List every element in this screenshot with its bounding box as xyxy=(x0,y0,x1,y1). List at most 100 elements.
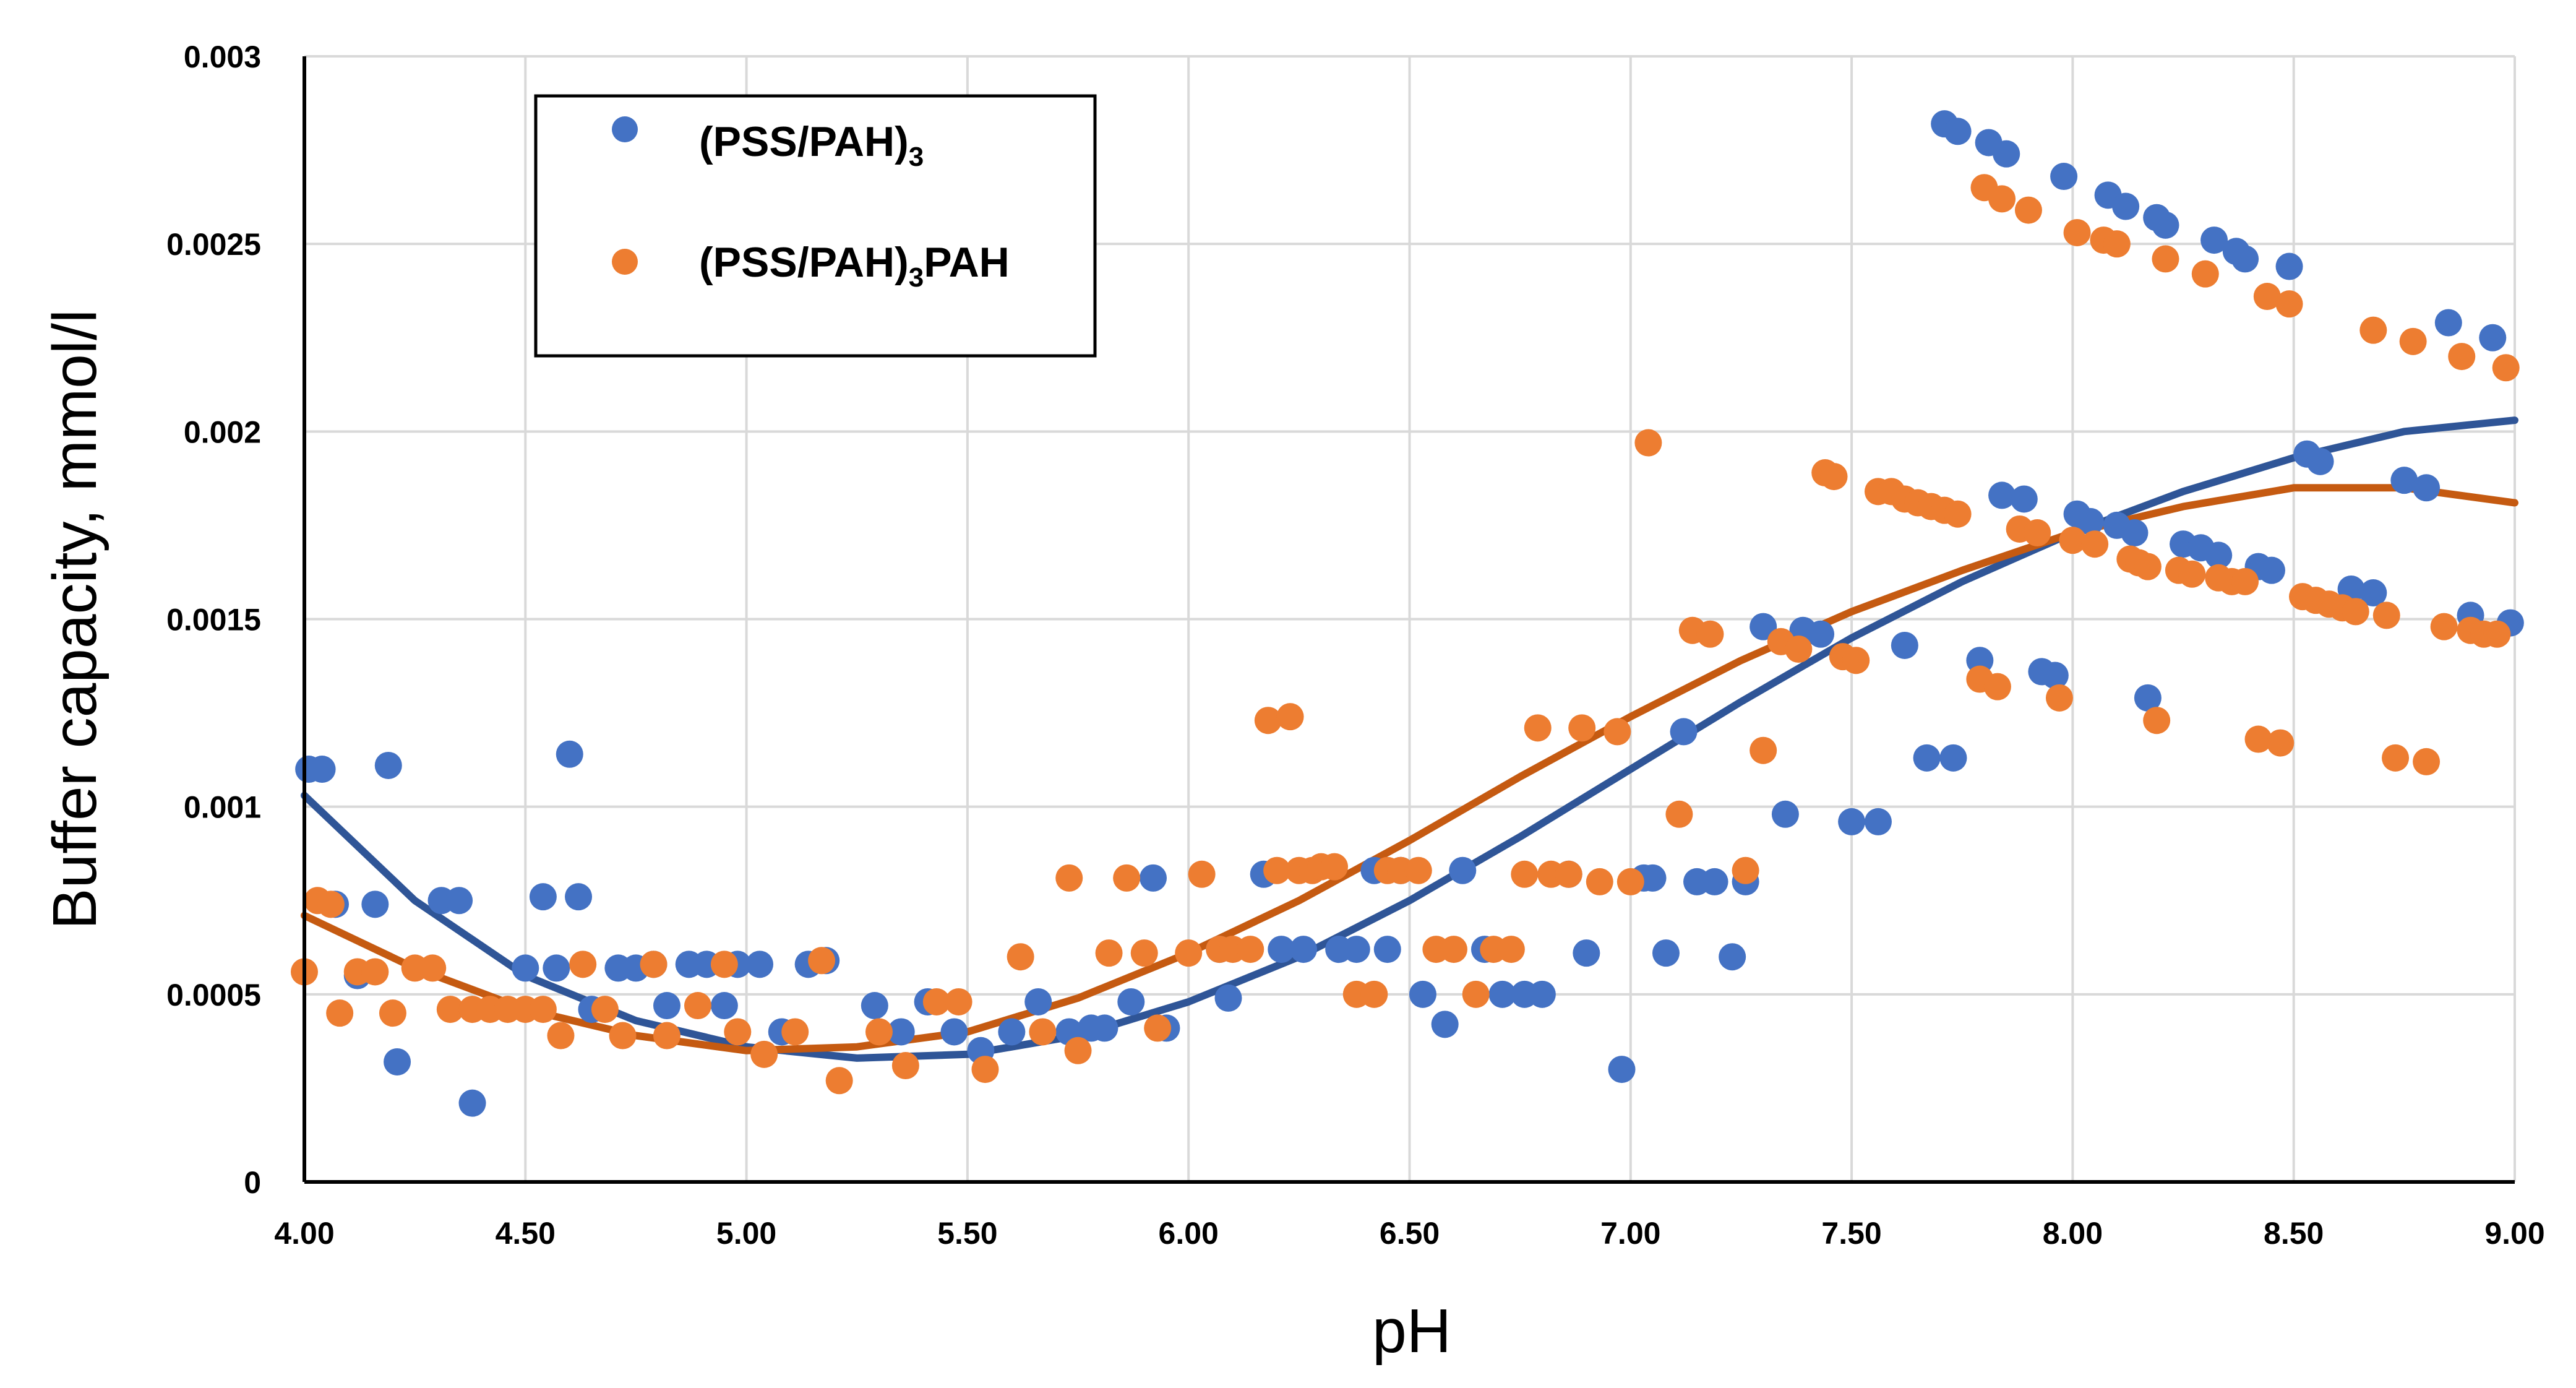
data-point xyxy=(1732,856,1759,884)
data-point xyxy=(2081,530,2109,558)
data-point xyxy=(1771,800,1799,828)
data-point xyxy=(1864,808,1892,835)
data-point xyxy=(2050,163,2078,191)
data-point xyxy=(1409,980,1436,1008)
data-point xyxy=(419,954,447,982)
data-point xyxy=(1665,800,1693,828)
data-point xyxy=(808,947,836,975)
x-tick-label: 8.50 xyxy=(2264,1216,2324,1251)
gridlines xyxy=(304,55,2516,1182)
data-point xyxy=(710,950,738,978)
data-point xyxy=(1528,980,1556,1008)
data-point xyxy=(781,1018,809,1046)
data-point xyxy=(1939,744,1967,772)
data-point xyxy=(746,950,774,978)
data-point xyxy=(1524,714,1552,742)
data-point xyxy=(1144,1014,1172,1042)
y-tick-label: 0.002 xyxy=(184,415,261,449)
data-point xyxy=(379,999,406,1027)
data-point xyxy=(2121,519,2149,547)
y-tick-label: 0 xyxy=(244,1165,261,1200)
data-point xyxy=(1113,864,1141,892)
x-tick-label: 6.50 xyxy=(1380,1216,1440,1251)
data-point xyxy=(2134,684,2162,712)
data-point xyxy=(1462,980,1490,1008)
y-tick-label: 0.003 xyxy=(184,40,261,74)
data-point xyxy=(326,999,354,1027)
x-tick-label: 4.50 xyxy=(496,1216,556,1251)
data-point xyxy=(1342,936,1370,963)
data-point xyxy=(445,887,473,915)
data-point xyxy=(2045,684,2073,712)
data-point xyxy=(1785,636,1813,663)
data-point xyxy=(1263,856,1291,884)
data-point xyxy=(1993,140,2020,168)
data-point xyxy=(308,756,336,783)
x-tick-label: 6.00 xyxy=(1159,1216,1219,1251)
data-point xyxy=(1404,856,1432,884)
data-point xyxy=(2059,527,2087,554)
x-tick-label: 9.00 xyxy=(2484,1216,2544,1251)
data-point xyxy=(825,1067,853,1095)
data-point xyxy=(1820,463,1848,491)
legend-marker-series-1 xyxy=(612,116,638,142)
data-point xyxy=(1891,631,1918,659)
data-point xyxy=(547,1022,575,1050)
data-point xyxy=(2434,309,2462,337)
data-point xyxy=(436,996,464,1024)
data-point xyxy=(1701,868,1728,895)
data-point xyxy=(2231,567,2259,595)
x-tick-label: 5.50 xyxy=(937,1216,997,1251)
data-point xyxy=(1652,939,1680,967)
x-tick-label: 7.50 xyxy=(1821,1216,1881,1251)
data-point xyxy=(2152,211,2179,239)
data-point xyxy=(2479,324,2507,351)
data-point xyxy=(384,1048,411,1075)
data-point xyxy=(1639,864,1667,892)
x-tick-label: 4.00 xyxy=(274,1216,334,1251)
data-point xyxy=(2275,252,2303,280)
data-point xyxy=(1696,620,1724,648)
data-point xyxy=(2191,260,2219,288)
data-point xyxy=(1944,500,1972,528)
data-point xyxy=(1175,939,1203,967)
data-points xyxy=(291,110,2524,1117)
data-point xyxy=(2372,601,2400,629)
data-point xyxy=(750,1040,778,1068)
data-point xyxy=(2275,290,2303,318)
data-point xyxy=(1449,856,1477,884)
data-point xyxy=(2063,218,2091,246)
data-point xyxy=(887,1018,915,1046)
data-point xyxy=(2448,343,2476,371)
data-point xyxy=(940,1018,968,1046)
data-point xyxy=(1634,429,1662,457)
data-point xyxy=(1064,1037,1092,1064)
data-point xyxy=(1608,1056,1636,1084)
data-point xyxy=(1555,860,1582,888)
data-point xyxy=(569,950,597,978)
axes xyxy=(303,56,2515,1184)
data-point xyxy=(529,996,557,1024)
data-point xyxy=(1321,853,1349,881)
data-point xyxy=(1511,860,1539,888)
data-point xyxy=(2076,507,2104,535)
data-point xyxy=(1130,939,1158,967)
data-point xyxy=(2359,316,2387,344)
data-point xyxy=(1214,984,1242,1012)
data-point xyxy=(945,988,972,1015)
data-point xyxy=(1440,936,1467,963)
data-point xyxy=(2178,560,2206,588)
data-point xyxy=(2492,354,2520,382)
data-point xyxy=(529,883,557,911)
legend-label-series-1: (PSS/PAH)3 xyxy=(699,118,924,172)
data-point xyxy=(1007,943,1034,971)
data-point xyxy=(1289,936,1317,963)
data-point xyxy=(1988,185,2016,213)
data-point xyxy=(1095,939,1123,967)
data-point xyxy=(891,1052,919,1080)
data-point xyxy=(1276,703,1304,731)
data-point xyxy=(609,1022,637,1050)
data-point xyxy=(1719,943,1746,971)
y-tick-label: 0.001 xyxy=(184,790,261,825)
data-point xyxy=(2390,467,2418,494)
